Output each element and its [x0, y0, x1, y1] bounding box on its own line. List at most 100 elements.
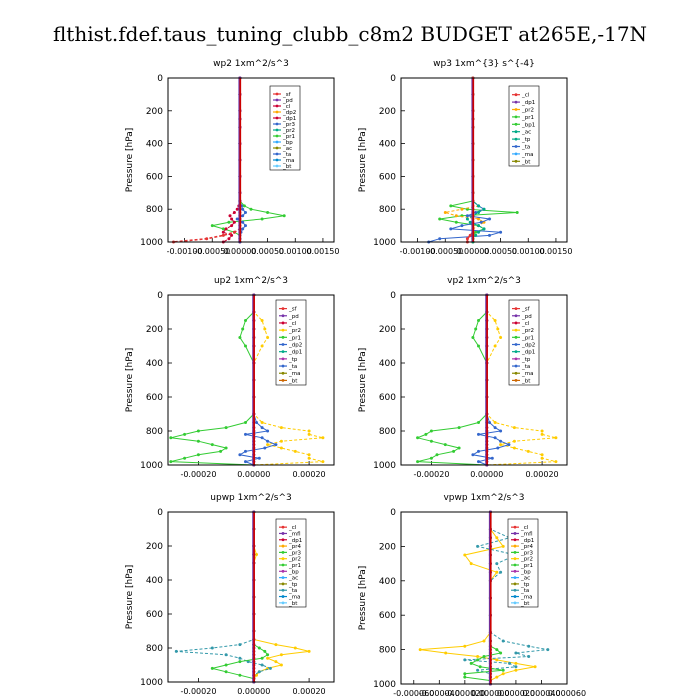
- legend-marker: [281, 364, 285, 368]
- legend-marker: [281, 379, 285, 382]
- x-tick-label: 0.00000: [470, 470, 503, 479]
- legend-label: _bt: [288, 601, 298, 607]
- legend-marker: [281, 538, 285, 542]
- series-point: [514, 668, 518, 672]
- legend-label: _ma: [521, 152, 533, 158]
- series-point: [499, 439, 503, 443]
- panel-title: vp2 1xm^2/s^3: [447, 276, 521, 286]
- legend-label: _pd: [521, 314, 532, 320]
- legend-box: [508, 299, 540, 386]
- legend-label: _ma: [288, 371, 300, 377]
- series-point: [465, 214, 469, 218]
- series-point: [238, 660, 242, 664]
- y-axis-label: Pressure [hPa]: [125, 565, 135, 630]
- legend-box: [275, 299, 307, 386]
- legend-marker: [281, 335, 285, 339]
- series-point: [183, 432, 187, 436]
- legend-label: _bp: [288, 569, 299, 575]
- x-tick-label: -0.00100: [167, 247, 203, 256]
- y-tick-label: 600: [379, 611, 396, 621]
- legend-marker: [514, 350, 518, 354]
- series-point: [244, 449, 247, 453]
- legend-label: _pr1: [288, 335, 301, 341]
- legend-marker: [513, 538, 517, 542]
- series-point: [279, 426, 283, 430]
- panel-title: upwp 1xm^2/s^3: [210, 493, 291, 503]
- series-point: [477, 217, 480, 221]
- panel-title: vpwp 1xm^2/s^3: [443, 493, 524, 503]
- series-point: [449, 204, 453, 208]
- legend-label: _mfl: [520, 531, 533, 537]
- series-point: [227, 237, 231, 241]
- legend: _cl_mfl_dp1_pr4_pr3_pr2_pr1_bp_ac_tp_ta_…: [275, 518, 307, 608]
- x-tick-label: 0.000000: [471, 689, 509, 698]
- series-point: [471, 336, 475, 339]
- legend-marker: [281, 576, 285, 580]
- series-line-dp1: [222, 78, 241, 243]
- legend-marker: [514, 115, 518, 119]
- x-tick-label: 0.00000: [223, 247, 256, 256]
- series-point: [477, 319, 480, 322]
- chart-panel-3: up2 1xm^2/s^3 Pressure [hPa] 0 200 400 600 800…: [125, 276, 335, 479]
- series-point: [501, 544, 505, 548]
- series-point: [463, 553, 467, 557]
- legend-label: _pr2: [521, 328, 534, 334]
- series-point: [279, 663, 283, 667]
- x-tick-label: 0.00100: [279, 247, 312, 256]
- x-tick-label: 0.000020: [497, 689, 535, 698]
- series-line-pr1: [170, 295, 255, 466]
- legend: _cl_dp1 _pr2_pr1_bp1 _ac_tp _ta_ma_bt: [508, 85, 540, 167]
- series-point: [260, 319, 264, 322]
- series-point: [279, 653, 283, 657]
- legend-label: _pr1: [288, 563, 301, 569]
- series-point: [242, 204, 246, 208]
- legend-label: _ac: [288, 576, 298, 582]
- series-point: [479, 220, 483, 224]
- legend-label: _cl: [282, 104, 291, 110]
- y-axis-label: Pressure [hPa]: [125, 348, 135, 413]
- series-point: [279, 446, 283, 450]
- series-point: [232, 220, 236, 224]
- series-point: [501, 672, 505, 676]
- x-tick-label: -0.00050: [194, 247, 230, 256]
- series-point: [210, 666, 214, 670]
- series-point: [257, 646, 261, 650]
- series-point: [435, 453, 439, 457]
- legend-marker: [514, 145, 518, 148]
- legend-label: _pr2: [282, 128, 295, 134]
- series-point: [501, 668, 505, 672]
- legend-marker: [281, 314, 285, 318]
- series-point: [452, 449, 456, 453]
- series-point: [238, 643, 242, 647]
- series-point: [174, 649, 178, 653]
- y-tick-label: 200: [379, 325, 396, 335]
- series-point: [230, 233, 234, 237]
- series-point: [477, 224, 480, 228]
- legend-marker: [514, 343, 518, 346]
- legend-label: _cl: [521, 93, 530, 99]
- series-point: [526, 449, 530, 453]
- legend-label: _ta: [288, 364, 297, 370]
- series-point: [554, 436, 558, 440]
- y-tick-label: 1000: [373, 238, 396, 248]
- series-point: [235, 217, 239, 221]
- legend-label: _pr1: [282, 134, 295, 140]
- series-point: [221, 227, 225, 231]
- series-point: [488, 217, 491, 221]
- series-point: [477, 211, 480, 214]
- x-tick-label: -0.00020: [180, 470, 216, 479]
- series-point: [490, 456, 494, 460]
- legend-marker: [514, 307, 518, 310]
- series-point: [241, 207, 245, 211]
- legend-label: _ac: [521, 130, 531, 136]
- legend-label: _dp1: [282, 116, 296, 122]
- y-tick-label: 600: [146, 172, 163, 182]
- legend-label: _dp1: [520, 538, 534, 544]
- legend-label: _dp1: [521, 100, 535, 106]
- legend-marker: [281, 569, 285, 573]
- series-point: [183, 456, 187, 460]
- series-point: [495, 675, 499, 679]
- series-point: [263, 649, 267, 653]
- legend-marker: [281, 321, 285, 325]
